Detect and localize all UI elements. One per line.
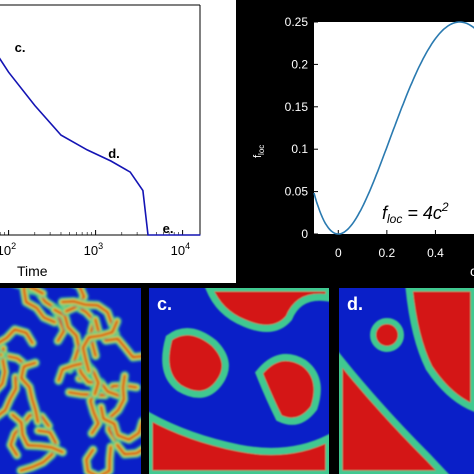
- decay-annotation-2: e.: [163, 221, 174, 236]
- snapshot-d-domain-top: [405, 288, 474, 412]
- decay-series-line: [0, 57, 201, 236]
- snapshot-d-domain-band: [339, 352, 449, 474]
- snapshot-c: c.: [149, 288, 329, 474]
- floc-y-label: floc: [252, 145, 266, 158]
- floc-y-tick-label-4: 0.2: [291, 57, 308, 71]
- decay-x-label: Time: [17, 263, 48, 279]
- labyrinth-stripe-core: [0, 328, 34, 345]
- decay-axes: [0, 4, 201, 236]
- snapshot-b-pattern: [0, 288, 141, 474]
- labyrinth-stripe-core: [11, 413, 64, 454]
- labyrinth-stripe-core: [115, 443, 141, 456]
- snapshot-b: [0, 288, 141, 474]
- snapshot-c-domain-bottom: [149, 412, 329, 474]
- snapshot-c-domain-right: [254, 353, 321, 425]
- labyrinth-stripe-core: [0, 354, 28, 368]
- floc-y-tick-label-5: 0.25: [285, 15, 309, 29]
- floc-y-tick-label-2: 0.1: [291, 142, 308, 156]
- floc-x-tick-label-0: 0: [335, 246, 342, 260]
- decay-x-tick-label-1: 103: [84, 241, 103, 258]
- labyrinth-stripe-core: [22, 288, 57, 324]
- floc-chart-panel: 0 0.05 0.1 0.15 0.2 0.25 0 0.2 0.4 floc c floc =…: [250, 0, 474, 283]
- floc-y-tick-label-3: 0.15: [285, 100, 309, 114]
- floc-y-tick-label-0: 0: [301, 227, 308, 241]
- snapshot-c-domain-top: [205, 288, 329, 332]
- snapshot-d: d.: [339, 288, 474, 474]
- floc-chart: 00.050.10.150.20.250 0.2 0.4 floc c floc =…: [252, 15, 474, 279]
- floc-x-tick-label-2: 0.4: [427, 246, 444, 260]
- labyrinth-stripe-core: [20, 361, 40, 424]
- labyrinth-stripe-core: [107, 374, 126, 442]
- snapshot-d-droplet: [370, 318, 404, 352]
- decay-annotation-0: c.: [15, 40, 26, 55]
- labyrinth-stripe-core: [94, 318, 141, 359]
- floc-series-line: [313, 21, 474, 235]
- labyrinth-stripe-core: [99, 405, 141, 441]
- snapshot-d-label: d.: [347, 294, 363, 314]
- decay-chart: 102 103 104 c. d. e. Time: [0, 4, 201, 279]
- floc-x-label: c: [470, 263, 474, 279]
- labyrinth-stripe-core: [81, 319, 119, 373]
- decay-annotation-1: d.: [108, 146, 120, 161]
- floc-x-tick-label-1: 0.2: [379, 246, 396, 260]
- decay-x-tick-label-2: 104: [171, 241, 190, 258]
- labyrinth-stripe-core: [19, 429, 57, 472]
- snapshot-c-domain-left: [162, 328, 229, 398]
- labyrinth-stripe-core: [0, 346, 7, 389]
- snapshot-c-label: c.: [157, 294, 173, 314]
- snapshot-c-pattern: [149, 288, 329, 474]
- decay-chart-panel: 102 103 104 c. d. e. Time: [0, 0, 236, 283]
- floc-y-tick-label-1: 0.05: [285, 185, 309, 199]
- labyrinth-stripe-core: [0, 375, 18, 416]
- decay-x-tick-label-0: 102: [0, 241, 16, 258]
- labyrinth-stripe-core: [85, 445, 113, 474]
- snapshot-d-pattern: [339, 288, 474, 474]
